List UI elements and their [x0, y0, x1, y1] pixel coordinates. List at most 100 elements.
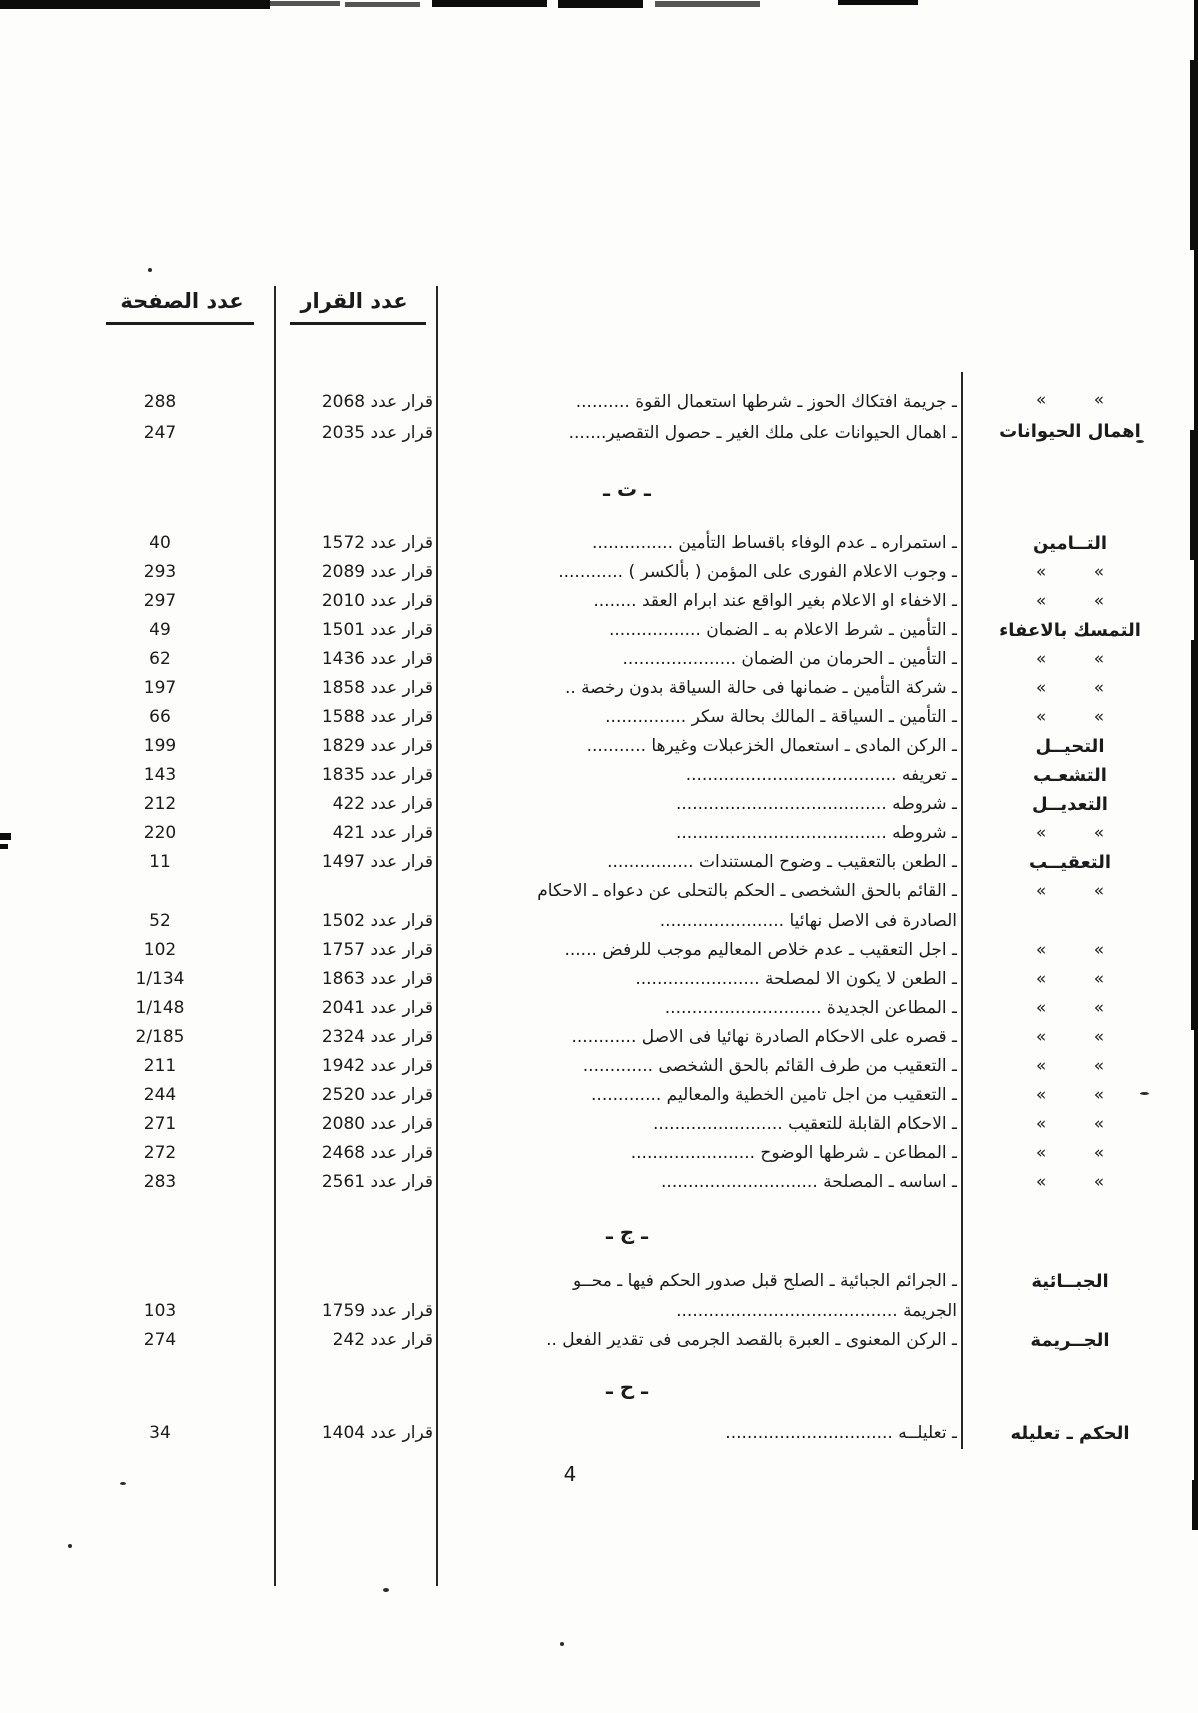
- entry-text: ـ اهمال الحيوانات على ملك الغير ـ حصول ا…: [568, 423, 957, 443]
- entry-text: ـ الطعن بالتعقيب ـ وضوح المستندات ......…: [607, 852, 957, 872]
- decision-number: قرار عدد 2080: [321, 1114, 433, 1134]
- page-number: 199: [143, 736, 177, 756]
- scan-artifact-left-mark: [0, 844, 8, 849]
- page-number: 288: [143, 392, 177, 412]
- entry-text: ـ المطاعن ـ شرطها الوضوح ...............…: [630, 1143, 957, 1163]
- scan-artifact-right-edge: [1190, 430, 1198, 560]
- decision-number: قرار عدد 1572: [321, 533, 433, 553]
- decision-number: قرار عدد 1858: [321, 678, 433, 698]
- subject-heading: الجبــائية: [1031, 1271, 1109, 1292]
- table-row: 297 قرار عدد 2010 ـ الاخفاء او الاعلام ب…: [0, 587, 1198, 616]
- page-number: 62: [149, 649, 171, 669]
- letter-section-divider: ـ ج ـ: [0, 1197, 1198, 1267]
- decision-number: قرار عدد 1942: [321, 1056, 433, 1076]
- subject-heading: التــامين: [1032, 533, 1108, 554]
- column-header-decision-number: عدد القرار: [300, 289, 408, 313]
- entry-text: ـ التعقيب من طرف القائم بالحق الشخصى ...…: [582, 1056, 957, 1076]
- subject-heading: » »: [1035, 823, 1105, 843]
- decision-number: قرار عدد 1436: [321, 649, 433, 669]
- entry-text: ـ المطاعن الجديدة ......................…: [664, 998, 957, 1018]
- table-row: 272 قرار عدد 2468 ـ المطاعن ـ شرطها الوض…: [0, 1139, 1198, 1168]
- table-row: 247 قرار عدد 2035 ـ اهمال الحيوانات على …: [0, 417, 1198, 448]
- table-row: 102 قرار عدد 1757 ـ اجل التعقيب ـ عدم خل…: [0, 936, 1198, 965]
- subject-heading: » »: [1035, 562, 1105, 582]
- page-number: 2/185: [135, 1027, 185, 1047]
- letter-section-divider: ـ ح ـ: [0, 1355, 1198, 1419]
- scan-artifact-top-edge: [838, 0, 918, 5]
- page-number: 11: [149, 852, 171, 872]
- entry-text: ـ اجل التعقيب ـ عدم خلاص المعاليم موجب ل…: [564, 940, 957, 960]
- table-row: 11 قرار عدد 1497 ـ الطعن بالتعقيب ـ وضوح…: [0, 848, 1198, 877]
- table-row: 2/185 قرار عدد 2324 ـ قصره على الاحكام ا…: [0, 1023, 1198, 1052]
- entry-text: ـ الطعن لا يكون الا لمصلحة .............…: [635, 969, 957, 989]
- subject-heading: » »: [1035, 707, 1105, 727]
- decision-number: قرار عدد 1829: [321, 736, 433, 756]
- letter-section-divider: ـ ت ـ: [0, 448, 1198, 529]
- scan-artifact-top-edge: [270, 1, 340, 6]
- subject-heading: » »: [1035, 1056, 1105, 1076]
- table-row: 274 قرار عدد 242 ـ الركن المعنوى ـ العبر…: [0, 1326, 1198, 1355]
- entry-text: ـ القائم بالحق الشخصى ـ الحكم بالتحلى عن…: [537, 881, 957, 931]
- subject-heading: » »: [1035, 678, 1105, 698]
- table-row: 293 قرار عدد 2089 ـ وجوب الاعلام الفورى …: [0, 558, 1198, 587]
- page-number: 220: [143, 823, 177, 843]
- scan-artifact-right-edge: [1190, 60, 1198, 250]
- subject-heading: » »: [1035, 1172, 1105, 1192]
- decision-number: قرار عدد 1404: [321, 1423, 433, 1443]
- page-number: 211: [143, 1056, 177, 1076]
- column-rule: [274, 286, 276, 1586]
- scan-artifact-right-edge: [1192, 1480, 1198, 1530]
- subject-heading: » »: [1035, 1143, 1105, 1163]
- table-row: 1/134 قرار عدد 1863 ـ الطعن لا يكون الا …: [0, 965, 1198, 994]
- page-number: 212: [143, 794, 177, 814]
- entry-text: ـ التأمين ـ شرط الاعلام به ـ الضمان ....…: [609, 620, 957, 640]
- subject-heading: التحيــل: [1035, 736, 1105, 757]
- subject-heading: » »: [1035, 649, 1105, 669]
- subject-heading: التشعـب: [1033, 765, 1107, 786]
- decision-number: قرار عدد 2089: [321, 562, 433, 582]
- entry-text: ـ التأمين ـ السياقة ـ المالك بحالة سكر .…: [605, 707, 957, 727]
- folio-page-number: 4: [563, 1462, 577, 1486]
- decision-number: قرار عدد 1759: [321, 1301, 433, 1321]
- table-row: 288 قرار عدد 2068 ـ جريمة افتكاك الحوز ـ…: [0, 386, 1198, 417]
- page-number: 272: [143, 1143, 177, 1163]
- entry-text: ـ الركن المادى ـ استعمال الخزعبلات وغيره…: [586, 736, 957, 756]
- page-number: 197: [143, 678, 177, 698]
- table-row: 283 قرار عدد 2561 ـ اساسه ـ المصلحة ....…: [0, 1168, 1198, 1197]
- decision-number: قرار عدد 2010: [321, 591, 433, 611]
- decision-number: قرار عدد 2324: [321, 1027, 433, 1047]
- decision-number: قرار عدد 2041: [321, 998, 433, 1018]
- table-row: 244 قرار عدد 2520 ـ التعقيب من اجل تامين…: [0, 1081, 1198, 1110]
- scan-artifact-left-mark: [0, 833, 11, 840]
- decision-number: قرار عدد 1588: [321, 707, 433, 727]
- decision-number: قرار عدد 1501: [321, 620, 433, 640]
- page-number: 66: [149, 707, 171, 727]
- scan-artifact-right-edge: [1191, 640, 1198, 1030]
- entry-text: ـ قصره على الاحكام الصادرة نهائيا فى الا…: [571, 1027, 958, 1047]
- decision-number: قرار عدد 2561: [321, 1172, 433, 1192]
- entry-text: ـ الجرائم الجبائية ـ الصلح قبل صدور الحك…: [573, 1271, 957, 1321]
- page-number: 293: [143, 562, 177, 582]
- page-number: 143: [143, 765, 177, 785]
- table-row: 271 قرار عدد 2080 ـ الاحكام القابلة للتع…: [0, 1110, 1198, 1139]
- subject-heading: » »: [1035, 1114, 1105, 1134]
- entry-text: ـ الركن المعنوى ـ العبرة بالقصد الجرمى ف…: [546, 1330, 957, 1350]
- table-row: 1/148 قرار عدد 2041 ـ المطاعن الجديدة ..…: [0, 994, 1198, 1023]
- page-number: 244: [143, 1085, 177, 1105]
- subject-heading: » »: [1035, 998, 1105, 1018]
- scan-artifact-top-edge: [345, 2, 420, 7]
- entry-text: ـ التعقيب من اجل تامين الخطية والمعاليم …: [591, 1085, 957, 1105]
- subject-heading: » »: [1035, 591, 1105, 611]
- subject-heading: » »: [1035, 969, 1105, 989]
- entry-text: ـ الاحكام القابلة للتعقيب ..............…: [652, 1114, 957, 1134]
- subject-heading: اهمال الحيوانات: [999, 421, 1141, 442]
- page-number: 297: [143, 591, 177, 611]
- page-number: 1/148: [135, 998, 185, 1018]
- header-underline: [290, 322, 426, 325]
- decision-number: قرار عدد 1863: [321, 969, 433, 989]
- page-number: 52: [149, 911, 171, 931]
- entry-text: ـ وجوب الاعلام الفورى على المؤمن ( بألكس…: [558, 562, 957, 582]
- decision-number: قرار عدد 2520: [321, 1085, 433, 1105]
- page-number: 103: [143, 1301, 177, 1321]
